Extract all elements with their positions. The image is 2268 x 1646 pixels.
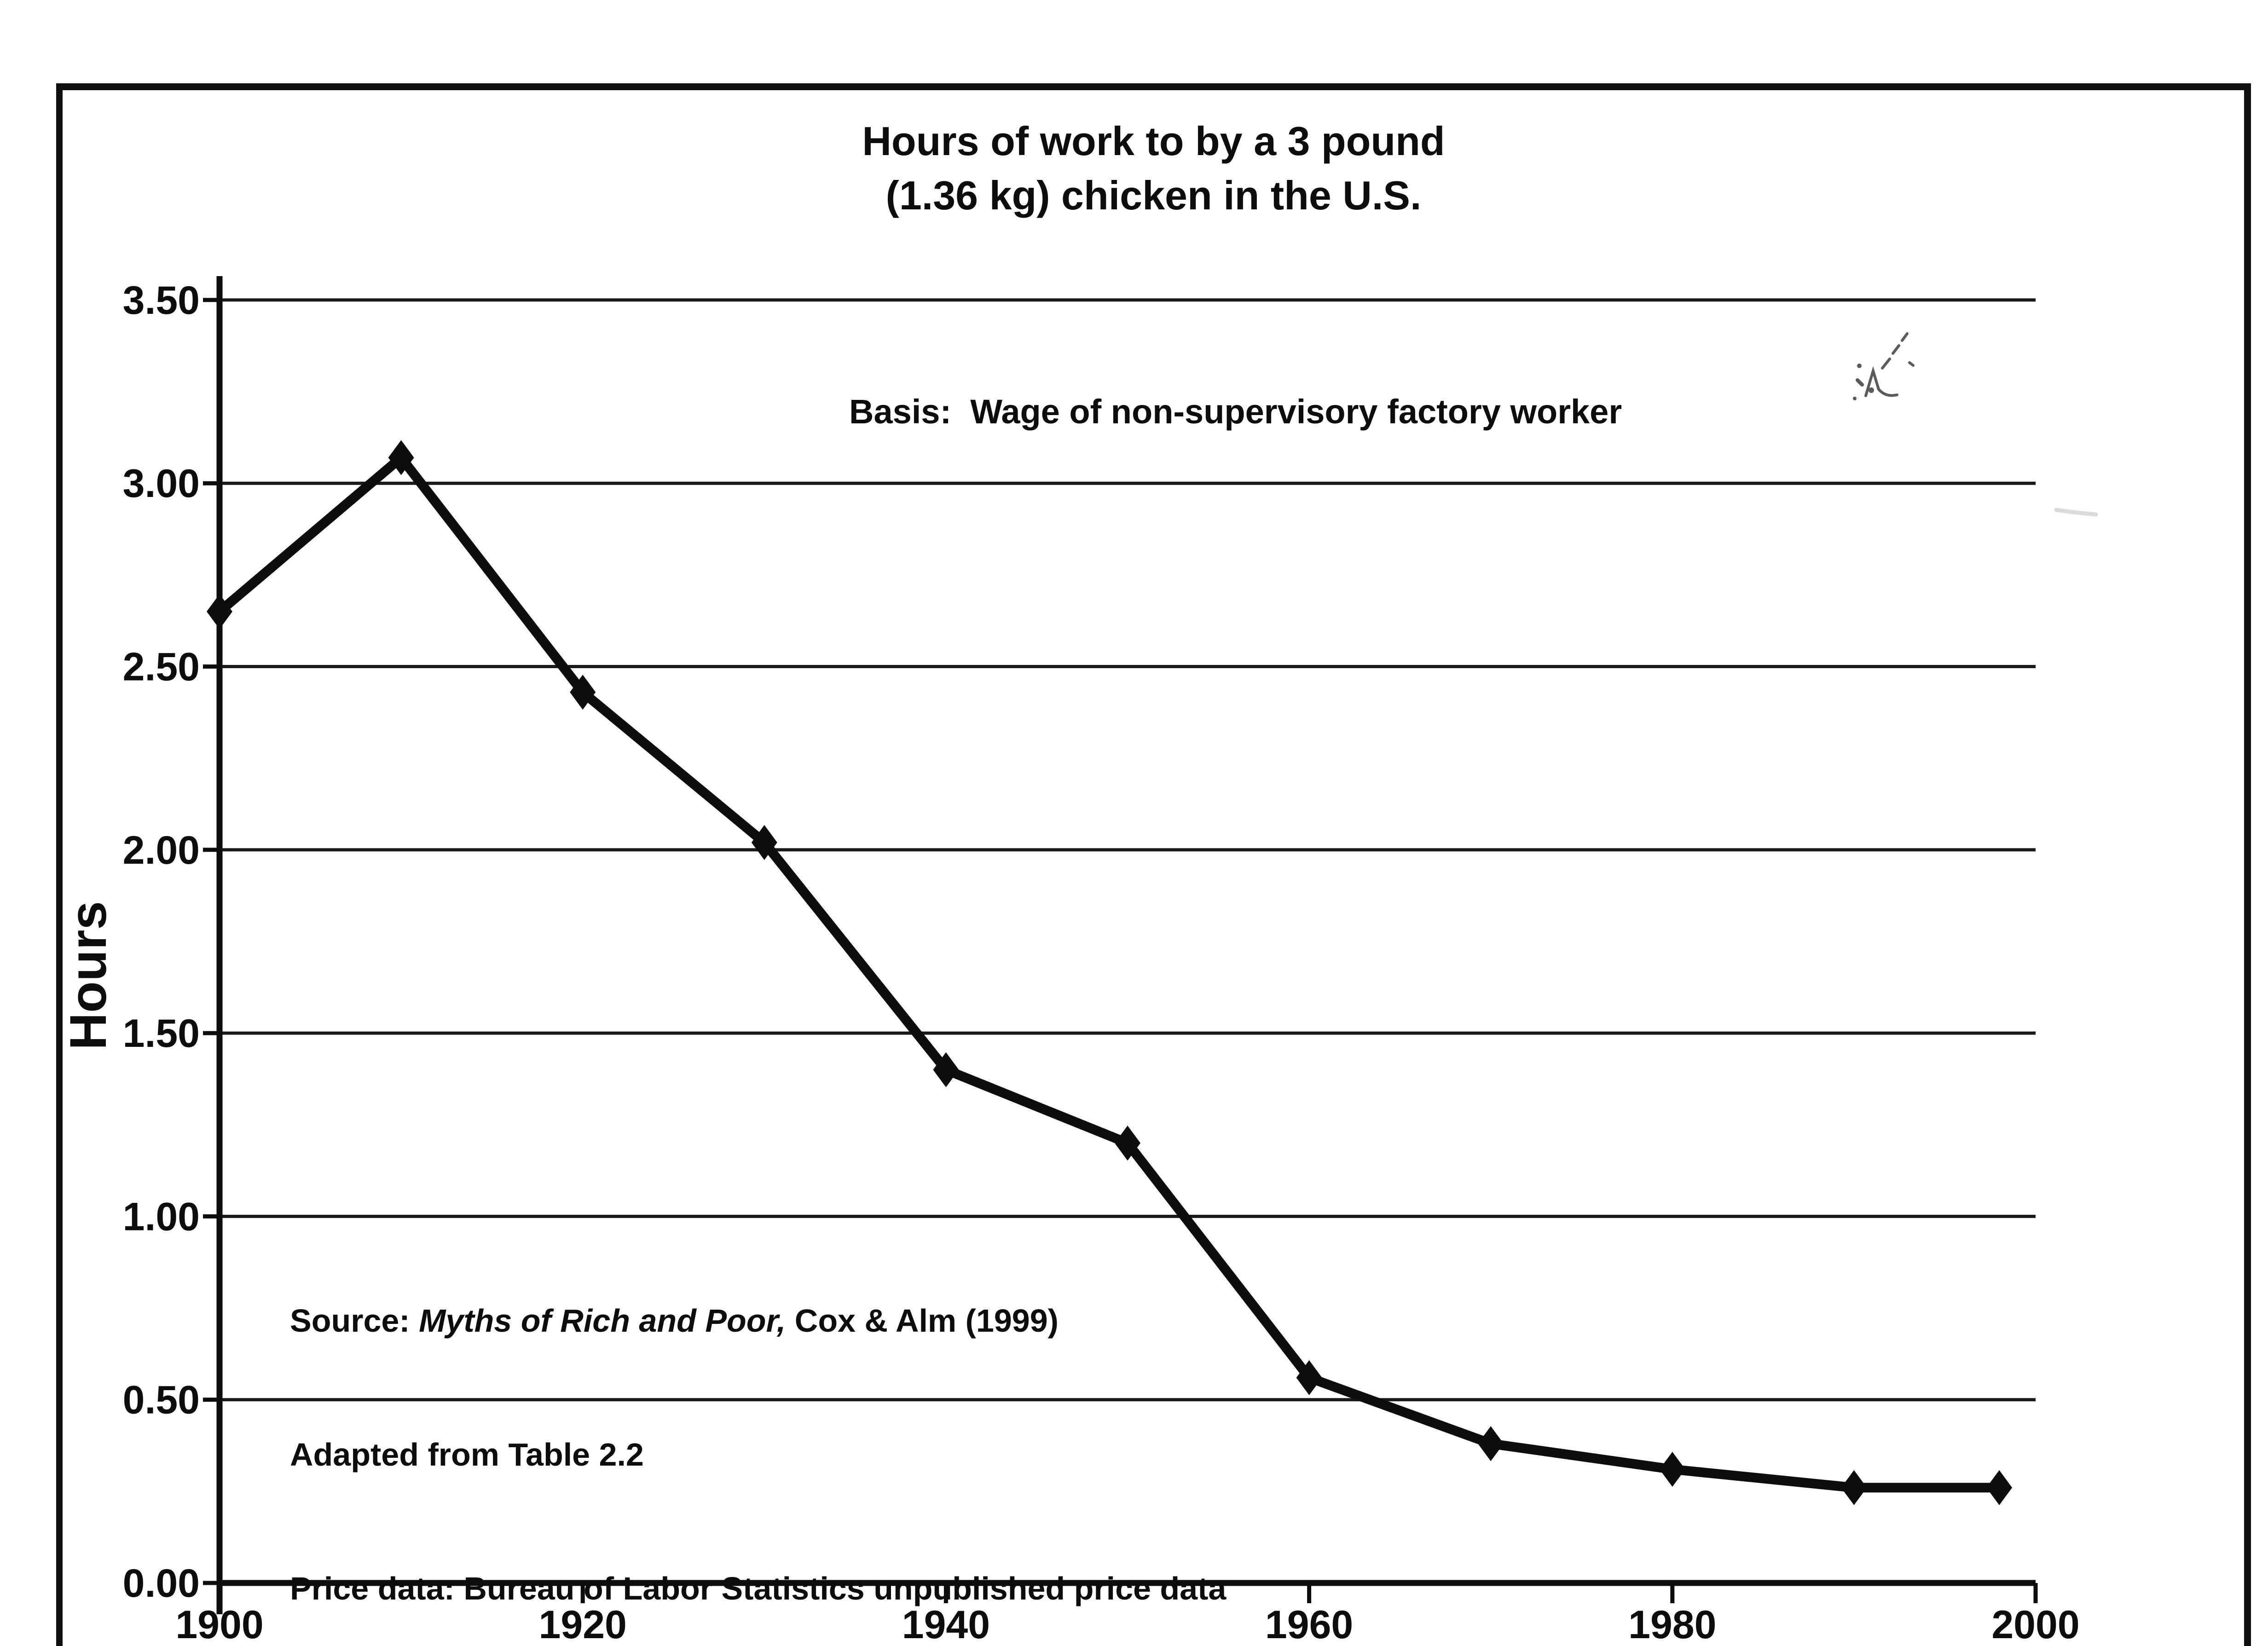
y-tick-label: 2.50 bbox=[123, 645, 200, 689]
y-tick-label: 0.00 bbox=[123, 1561, 200, 1606]
x-tick-label: 1960 bbox=[1265, 1603, 1353, 1646]
x-tick-label: 1940 bbox=[902, 1603, 990, 1646]
y-tick-label: 3.50 bbox=[123, 278, 200, 323]
y-tick-label: 0.50 bbox=[123, 1378, 200, 1422]
source-book-title: Myths of Rich and Poor, bbox=[419, 1303, 786, 1339]
y-tick-label: 2.00 bbox=[123, 828, 200, 872]
x-tick-label: 1900 bbox=[175, 1603, 263, 1646]
y-tick-label: 1.50 bbox=[123, 1011, 200, 1056]
source-note: Source: Myths of Rich and Poor, Cox & Al… bbox=[290, 1209, 1226, 1646]
x-tick-label: 1980 bbox=[1628, 1603, 1716, 1646]
x-tick-label: 2000 bbox=[1991, 1603, 2079, 1646]
y-tick-label: 1.00 bbox=[123, 1195, 200, 1239]
source-line-2: Adapted from Table 2.2 bbox=[290, 1437, 644, 1473]
chart-title-line2: (1.36 kg) chicken in the U.S. bbox=[885, 173, 1422, 218]
scan-artifact-smudge bbox=[2054, 508, 2098, 517]
data-point-marker bbox=[1986, 1470, 2013, 1505]
y-tick-label: 3.00 bbox=[123, 462, 200, 506]
data-point-marker bbox=[207, 594, 232, 630]
source-line-3: Price data: Bureau of Labor Statistics u… bbox=[290, 1571, 1227, 1606]
data-point-marker bbox=[570, 675, 596, 710]
y-axis-title: Hours bbox=[59, 901, 117, 1050]
gridlines bbox=[220, 298, 2036, 1402]
data-point-marker bbox=[388, 440, 414, 475]
chart-title-line1: Hours of work to by a 3 pound bbox=[862, 118, 1445, 164]
data-point-marker bbox=[1478, 1426, 1504, 1461]
basis-annotation: Basis: Wage of non-supervisory factory w… bbox=[849, 393, 1622, 431]
data-point-marker bbox=[1115, 1126, 1140, 1161]
x-axis: 1900 1920 1940 1960 1980 2000 bbox=[175, 1580, 2080, 1646]
page-border bbox=[56, 83, 2251, 1646]
data-point-marker bbox=[933, 1052, 959, 1087]
source-authors: Cox & Alm (1999) bbox=[786, 1303, 1059, 1339]
data-point-marker bbox=[1841, 1470, 1867, 1505]
data-point-marker bbox=[1659, 1452, 1685, 1487]
data-series bbox=[207, 440, 2013, 1505]
source-prefix: Source: bbox=[290, 1303, 419, 1339]
scan-artifact-scribble bbox=[1853, 332, 1915, 400]
chart-title: Hours of work to by a 3 pound (1.36 kg) … bbox=[56, 114, 2251, 223]
data-point-marker bbox=[1296, 1360, 1322, 1395]
data-point-marker bbox=[751, 825, 777, 860]
series-line bbox=[214, 452, 2004, 1493]
y-axis: 0.00 0.50 1.00 1.50 2.00 2.50 3.00 3.50 bbox=[123, 276, 223, 1614]
x-tick-label: 1920 bbox=[539, 1603, 627, 1646]
source-line-1: Source: Myths of Rich and Poor, Cox & Al… bbox=[290, 1299, 1226, 1343]
